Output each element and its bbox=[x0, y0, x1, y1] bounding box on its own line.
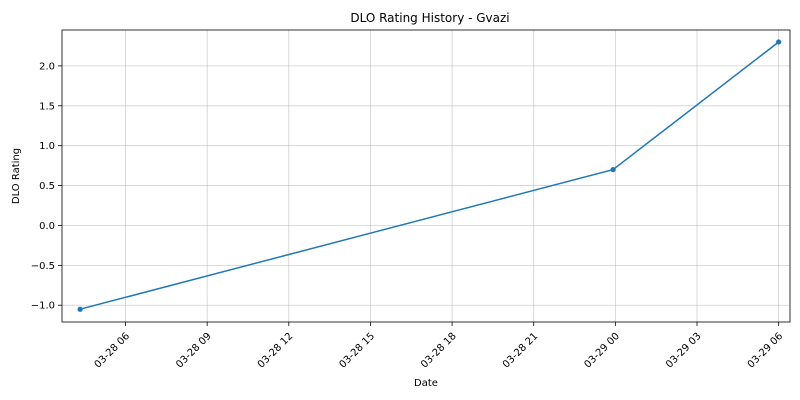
x-tick-label: 03-29 06 bbox=[746, 331, 786, 371]
x-tick-label: 03-28 18 bbox=[419, 331, 459, 371]
grid bbox=[62, 30, 790, 322]
chart-title: DLO Rating History - Gvazi bbox=[350, 11, 509, 25]
x-tick-label: 03-28 12 bbox=[256, 331, 296, 371]
y-axis-ticks: −1.0 −0.5 0.0 0.5 1.0 1.5 2.0 bbox=[31, 61, 62, 312]
x-tick-label: 03-29 03 bbox=[664, 331, 704, 371]
series-line bbox=[79, 41, 780, 310]
y-tick-label: 2.0 bbox=[39, 61, 55, 72]
y-tick-label: −0.5 bbox=[31, 261, 55, 272]
y-tick-label: 0.5 bbox=[39, 181, 55, 192]
x-axis-ticks: 03-28 06 03-28 09 03-28 12 03-28 15 03-28 18… bbox=[93, 322, 786, 371]
x-tick-label: 03-28 15 bbox=[338, 331, 378, 371]
y-tick-label: 0.0 bbox=[39, 221, 55, 232]
data-point bbox=[77, 306, 83, 312]
y-tick-label: −1.0 bbox=[31, 301, 55, 312]
series-layer bbox=[77, 39, 782, 312]
data-point bbox=[610, 167, 616, 173]
plot-frame bbox=[61, 29, 791, 323]
y-tick-label: 1.5 bbox=[39, 101, 55, 112]
y-axis-label: DLO Rating bbox=[11, 148, 22, 204]
data-point bbox=[776, 39, 782, 45]
x-tick-label: 03-28 09 bbox=[174, 331, 214, 371]
x-tick-label: 03-29 00 bbox=[582, 331, 622, 371]
x-tick-label: 03-28 06 bbox=[93, 331, 133, 371]
y-tick-label: 1.0 bbox=[39, 141, 55, 152]
x-axis-label: Date bbox=[414, 378, 438, 389]
x-tick-label: 03-28 21 bbox=[501, 331, 541, 371]
